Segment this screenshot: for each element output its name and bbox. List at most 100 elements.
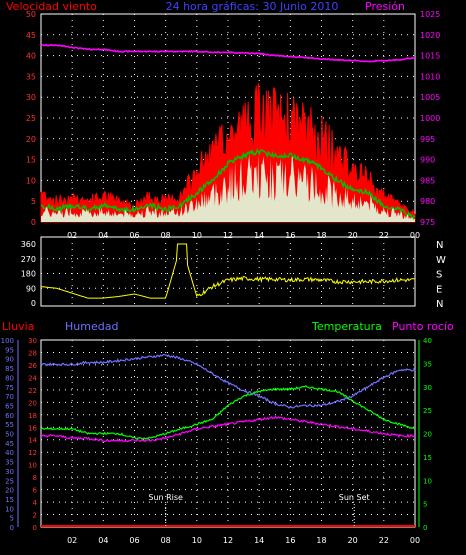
humidity-tick-label: 55 <box>5 421 14 429</box>
temperature-series <box>41 384 416 440</box>
wind-speed-axis: 0 5 10 15 20 25 30 35 40 45 50 <box>26 10 36 227</box>
weather-x-ticks: 02 04 06 08 10 12 14 16 18 20 22 00 <box>67 536 420 545</box>
rain-tick-label: 14 <box>28 437 37 445</box>
humidity-tick-label: 95 <box>5 346 14 354</box>
pressure-tick-label: 1005 <box>420 93 440 102</box>
x-tick-label: 12 <box>223 536 233 545</box>
compass-label: E <box>436 284 442 295</box>
compass-label: W <box>436 255 446 266</box>
x-tick-label: 12 <box>223 231 233 240</box>
pressure-tick-label: 985 <box>420 176 435 185</box>
pressure-tick-label: 990 <box>420 156 435 165</box>
direction-panel-grid <box>41 237 416 306</box>
x-tick-label: 00 <box>410 231 420 240</box>
temperature-label: Temperatura <box>311 320 382 333</box>
rain-tick-label: 4 <box>33 499 38 507</box>
rain-tick-label: 0 <box>33 524 37 532</box>
wind-tick-label: 30 <box>26 93 36 102</box>
humidity-tick-label: 100 <box>1 337 14 345</box>
chart-date-title: 24 hora gráficas: 30 Junio 2010 <box>166 0 339 13</box>
x-tick-label: 18 <box>316 231 326 240</box>
wind-tick-label: 45 <box>26 31 36 40</box>
wind-low-series <box>41 153 415 222</box>
wind-gust-series <box>40 82 416 223</box>
rain-tick-label: 10 <box>28 462 37 470</box>
humidity-tick-label: 5 <box>10 515 14 523</box>
wind-tick-label: 25 <box>26 114 36 123</box>
compass-label: N <box>436 240 443 251</box>
direction-tick-label: 180 <box>21 270 36 279</box>
temperature-tick-label: 0 <box>423 524 427 532</box>
x-tick-label: 10 <box>192 536 202 545</box>
pressure-tick-label: 995 <box>420 135 435 144</box>
pressure-tick-label: 1010 <box>420 72 440 81</box>
x-tick-label: 22 <box>379 231 389 240</box>
humidity-series <box>40 353 416 409</box>
direction-tick-label: 270 <box>21 255 36 264</box>
humidity-tick-label: 90 <box>5 356 14 364</box>
direction-axis: 0 90 180 270 360 <box>21 240 36 308</box>
humidity-tick-label: 60 <box>5 412 14 420</box>
x-tick-label: 08 <box>161 536 171 545</box>
sun-annotation-label: Sun Set <box>339 493 370 502</box>
wind-tick-label: 5 <box>31 197 36 206</box>
x-tick-label: 16 <box>285 536 295 545</box>
dewpoint-series <box>40 415 416 443</box>
wind-tick-label: 35 <box>26 72 36 81</box>
weather-panel: 0510152025303540455055606570758085909510… <box>1 337 432 545</box>
pressure-tick-label: 975 <box>420 218 435 227</box>
humidity-tick-label: 65 <box>5 402 14 410</box>
pressure-tick-label: 1015 <box>420 52 440 61</box>
humidity-tick-label: 75 <box>5 384 14 392</box>
wind-speed-title: Velocidad viento <box>6 0 97 13</box>
humidity-tick-label: 0 <box>10 524 14 532</box>
pressure-title: Presión <box>365 0 405 13</box>
humidity-tick-label: 45 <box>5 440 14 448</box>
dewpoint-label: Punto rocío <box>392 320 454 333</box>
rain-tick-label: 26 <box>28 362 37 370</box>
pressure-series <box>40 43 415 63</box>
rain-tick-label: 12 <box>28 449 37 457</box>
pressure-axis: 975 980 985 990 995 1000 1005 1010 1015 1020 1025 <box>420 10 440 227</box>
humidity-tick-label: 40 <box>5 449 14 457</box>
rain-tick-label: 22 <box>28 387 37 395</box>
temperature-tick-label: 30 <box>423 384 432 392</box>
wind-direction-series <box>40 243 416 299</box>
x-tick-label: 20 <box>348 536 358 545</box>
humidity-tick-label: 35 <box>5 459 14 467</box>
temperature-axis: 0 5 10 15 20 25 30 35 40 <box>418 337 432 532</box>
humidity-label: Humedad <box>65 320 118 333</box>
direction-tick-label: 0 <box>31 299 36 308</box>
temperature-tick-label: 25 <box>423 407 432 415</box>
wind-tick-label: 15 <box>26 156 36 165</box>
temperature-tick-label: 40 <box>423 337 432 345</box>
pressure-tick-label: 980 <box>420 197 435 206</box>
temperature-tick-label: 5 <box>423 501 427 509</box>
rain-tick-label: 2 <box>33 512 37 520</box>
wind-tick-label: 20 <box>26 135 36 144</box>
rain-tick-label: 20 <box>28 399 37 407</box>
temperature-tick-label: 20 <box>423 431 432 439</box>
x-tick-label: 16 <box>285 231 295 240</box>
wind-x-ticks: 02 04 06 08 10 12 14 16 18 20 22 00 <box>67 231 420 240</box>
sun-annotation-label: Sun Rise <box>148 493 183 502</box>
humidity-tick-label: 20 <box>5 487 14 495</box>
rain-tick-label: 24 <box>28 374 37 382</box>
x-tick-label: 08 <box>161 231 171 240</box>
rain-tick-label: 8 <box>33 474 37 482</box>
humidity-tick-label: 30 <box>5 468 14 476</box>
x-tick-label: 02 <box>67 536 77 545</box>
x-tick-label: 22 <box>379 536 389 545</box>
rain-tick-label: 30 <box>28 337 37 345</box>
x-tick-label: 04 <box>98 536 108 545</box>
x-tick-label: 00 <box>410 536 420 545</box>
compass-label: S <box>436 270 442 281</box>
rain-tick-label: 18 <box>28 412 37 420</box>
rain-tick-label: 16 <box>28 424 37 432</box>
humidity-tick-label: 50 <box>5 431 14 439</box>
humidity-tick-label: 80 <box>5 374 14 382</box>
